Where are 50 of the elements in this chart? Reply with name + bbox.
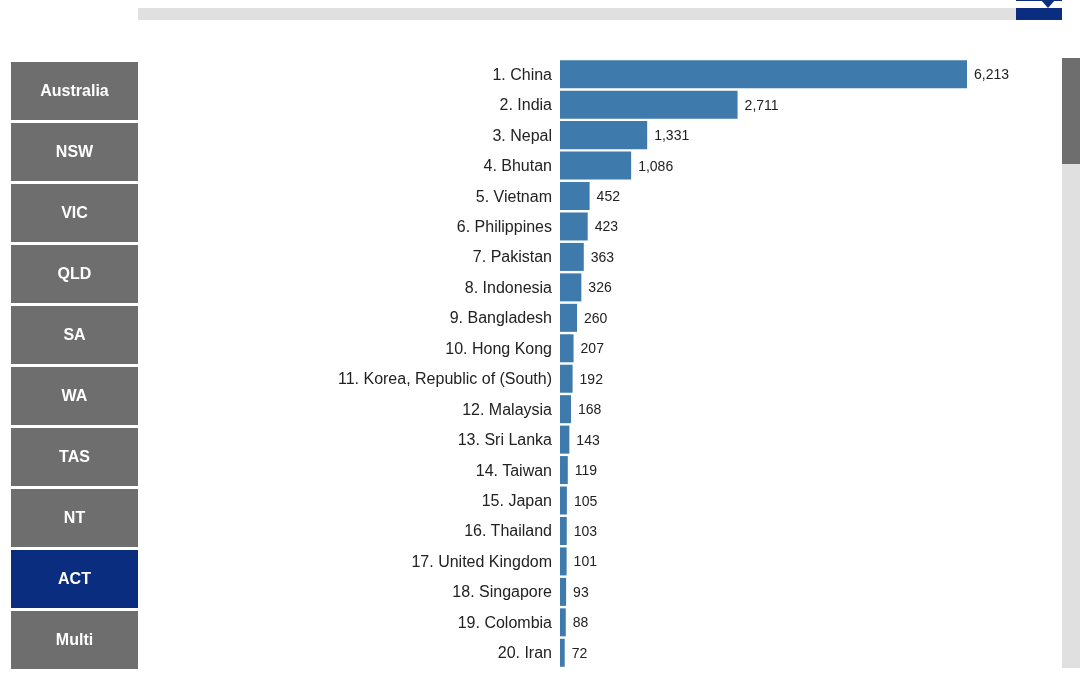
y-tick-label: 6. Philippines xyxy=(456,217,552,235)
data-label: 2,711 xyxy=(744,96,779,113)
data-label: 119 xyxy=(574,462,598,479)
data-label: 363 xyxy=(590,248,615,265)
data-label: 192 xyxy=(579,370,604,387)
tab-button: SA xyxy=(11,306,138,364)
y-tick-label: 11. Korea, Republic of (South) xyxy=(337,370,552,388)
y-tick-label: 15. Japan xyxy=(481,492,552,510)
data-label: 1,086 xyxy=(638,157,674,174)
data-label: 101 xyxy=(573,553,598,570)
y-tick-label: 4. Bhutan xyxy=(483,157,552,175)
data-label: 168 xyxy=(578,401,602,418)
y-tick-label: 18. Singapore xyxy=(452,583,553,601)
data-label: 1,331 xyxy=(654,127,690,144)
tab-button: NSW xyxy=(11,123,138,181)
y-tick-label: 7. Pakistan xyxy=(472,248,552,266)
y-tick-label: 9. Bangladesh xyxy=(449,309,552,327)
y-tick-label: 10. Hong Kong xyxy=(445,339,552,357)
data-label: 260 xyxy=(584,309,608,326)
y-tick-label: 13. Sri Lanka xyxy=(457,431,553,449)
tab-button: VIC xyxy=(11,184,138,242)
data-label: 326 xyxy=(588,279,612,296)
y-tick-label: 3. Nepal xyxy=(492,126,552,144)
data-label: 93 xyxy=(573,583,589,600)
data-label: 452 xyxy=(596,188,621,205)
tab-button: TAS xyxy=(11,428,138,486)
data-label: 207 xyxy=(580,340,605,357)
tab-button: QLD xyxy=(11,245,138,303)
tab-button: ACT xyxy=(11,550,138,608)
y-tick-label: 20. Iran xyxy=(497,644,552,662)
data-label: 105 xyxy=(573,492,598,509)
data-label: 88 xyxy=(572,614,589,631)
tab-button: WA xyxy=(11,367,138,425)
data-label: 103 xyxy=(573,522,598,539)
data-label: 423 xyxy=(594,218,619,235)
tab-button: NT xyxy=(11,489,138,547)
y-tick-label: 17. United Kingdom xyxy=(411,552,552,570)
y-tick-label: 16. Thailand xyxy=(464,522,552,540)
y-tick-label: 5. Vietnam xyxy=(475,187,552,205)
data-label: 143 xyxy=(576,431,600,448)
y-tick-label: 8. Indonesia xyxy=(464,278,553,296)
y-tick-label: 19. Colombia xyxy=(457,613,553,631)
y-tick-label: 1. China xyxy=(492,65,553,83)
y-tick-label: 2. India xyxy=(499,96,553,114)
data-label: 72 xyxy=(571,644,588,661)
tab-button: Multi xyxy=(11,611,138,669)
tab-button: Australia xyxy=(11,62,138,120)
data-label: 6,213 xyxy=(974,66,1010,83)
y-tick-label: 12. Malaysia xyxy=(462,400,553,418)
y-tick-label: 14. Taiwan xyxy=(475,461,552,479)
